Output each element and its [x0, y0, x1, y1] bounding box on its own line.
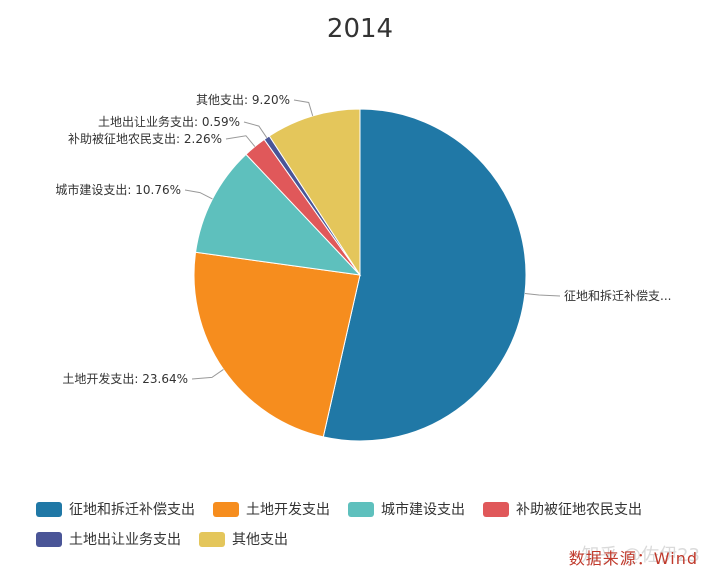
pie-slices — [193, 108, 527, 442]
slice-labels: 征地和拆迁补偿支... 土地开发支出: 23.64% 城市建设支出: 10.76% 补… — [55, 93, 671, 386]
legend-item-4[interactable]: 土地出让业务支出 — [36, 529, 181, 549]
legend-item-5[interactable]: 其他支出 — [199, 529, 288, 549]
legend-label-3: 补助被征地农民支出 — [516, 502, 642, 518]
leader-line-5 — [293, 99, 314, 117]
pie-slice-1[interactable] — [193, 251, 361, 438]
leader-line-1 — [191, 369, 224, 380]
watermark: 知乎 @佐伊23 — [581, 545, 700, 566]
legend-swatch-2 — [348, 501, 374, 517]
chart-title: 2014 — [327, 14, 393, 44]
legend-label-1: 土地开发支出 — [246, 502, 330, 518]
leader-line-4 — [243, 121, 268, 138]
slice-label-3: 补助被征地农民支出: 2.26% — [68, 132, 222, 146]
slice-label-0: 征地和拆迁补偿支... — [564, 288, 671, 303]
legend-item-1[interactable]: 土地开发支出 — [213, 499, 330, 519]
pie-slice-5[interactable] — [268, 108, 361, 277]
leader-line-2 — [184, 189, 213, 200]
slice-label-4: 土地出让业务支出: 0.59% — [98, 114, 240, 129]
legend-label-5: 其他支出 — [232, 532, 288, 548]
legend-swatch-0 — [36, 501, 62, 517]
legend-label-0: 征地和拆迁补偿支出 — [69, 502, 195, 518]
slice-label-5: 其他支出: 9.20% — [196, 93, 290, 107]
legend-label-2: 城市建设支出 — [381, 502, 465, 518]
pie-slice-2[interactable] — [195, 153, 362, 276]
slice-label-2: 城市建设支出: 10.76% — [55, 182, 181, 197]
legend-swatch-4 — [36, 531, 62, 547]
source-text: 数据来源：Wind — [568, 549, 698, 568]
legend-row-0: 征地和拆迁补偿支出 土地开发支出 城市建设支出 补助被征地农民支出 — [36, 494, 696, 524]
slice-label-1: 土地开发支出: 23.64% — [62, 371, 188, 386]
legend-swatch-5 — [199, 531, 225, 547]
legend: 征地和拆迁补偿支出 土地开发支出 城市建设支出 补助被征地农民支出土地出让业务支出 其他… — [36, 494, 696, 554]
legend-swatch-3 — [483, 501, 509, 517]
legend-item-0[interactable]: 征地和拆迁补偿支出 — [36, 499, 195, 519]
legend-item-2[interactable]: 城市建设支出 — [348, 499, 465, 519]
legend-label-4: 土地出让业务支出 — [69, 532, 181, 548]
slice-leader-lines — [184, 99, 561, 380]
leader-line-0 — [524, 292, 561, 297]
pie-slice-0[interactable] — [322, 108, 527, 442]
legend-swatch-1 — [213, 501, 239, 517]
legend-row-1: 土地出让业务支出 其他支出 — [36, 524, 696, 554]
leader-line-3 — [225, 135, 256, 147]
legend-item-3[interactable]: 补助被征地农民支出 — [483, 499, 642, 519]
